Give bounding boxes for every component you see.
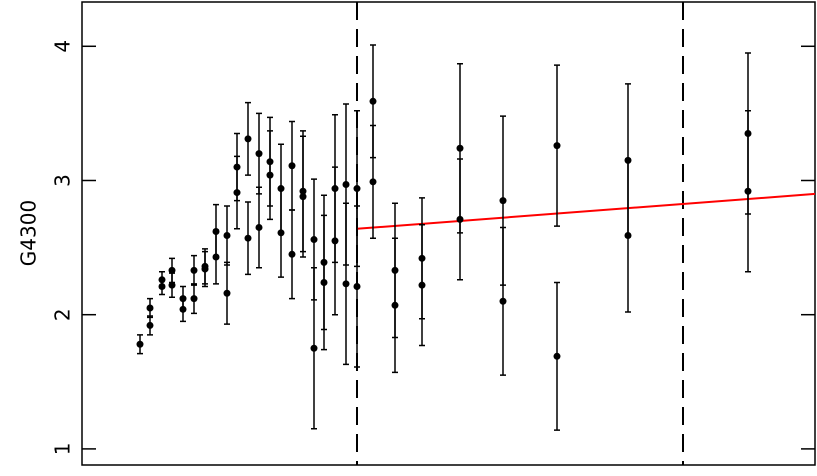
point bbox=[744, 187, 752, 195]
point bbox=[499, 297, 507, 305]
point bbox=[168, 281, 176, 289]
point bbox=[288, 250, 296, 258]
point bbox=[353, 283, 361, 291]
point bbox=[353, 185, 361, 193]
point bbox=[277, 229, 285, 237]
point bbox=[212, 253, 220, 261]
point bbox=[499, 197, 507, 205]
point bbox=[331, 237, 339, 245]
point bbox=[553, 352, 561, 360]
point bbox=[456, 144, 464, 152]
point bbox=[223, 232, 231, 240]
point bbox=[310, 236, 318, 244]
point bbox=[244, 234, 252, 242]
point bbox=[299, 193, 307, 201]
point bbox=[342, 181, 350, 189]
y-tick-label: 2 bbox=[51, 308, 75, 321]
point bbox=[310, 344, 318, 352]
point bbox=[391, 301, 399, 309]
point bbox=[456, 215, 464, 223]
point bbox=[624, 232, 632, 240]
y-tick-label: 1 bbox=[51, 443, 75, 456]
point bbox=[553, 142, 561, 150]
point bbox=[190, 266, 198, 274]
y-axis-label: G4300 bbox=[17, 200, 41, 266]
point bbox=[369, 97, 377, 105]
y-tick-label: 4 bbox=[51, 40, 75, 53]
point bbox=[255, 150, 263, 158]
point bbox=[223, 289, 231, 297]
point bbox=[158, 283, 166, 291]
point bbox=[342, 280, 350, 288]
fit-line bbox=[356, 192, 816, 230]
point bbox=[288, 162, 296, 170]
point bbox=[146, 304, 154, 312]
point bbox=[146, 321, 154, 329]
point bbox=[369, 178, 377, 186]
point bbox=[266, 171, 274, 179]
point bbox=[233, 163, 241, 171]
point bbox=[179, 305, 187, 313]
point bbox=[418, 281, 426, 289]
point bbox=[201, 265, 209, 273]
plot-frame bbox=[81, 1, 816, 466]
point bbox=[136, 340, 144, 348]
point bbox=[255, 223, 263, 231]
point bbox=[244, 135, 252, 143]
point bbox=[190, 295, 198, 303]
point bbox=[320, 278, 328, 286]
point bbox=[168, 266, 176, 274]
y-tick-label: 3 bbox=[51, 174, 75, 187]
